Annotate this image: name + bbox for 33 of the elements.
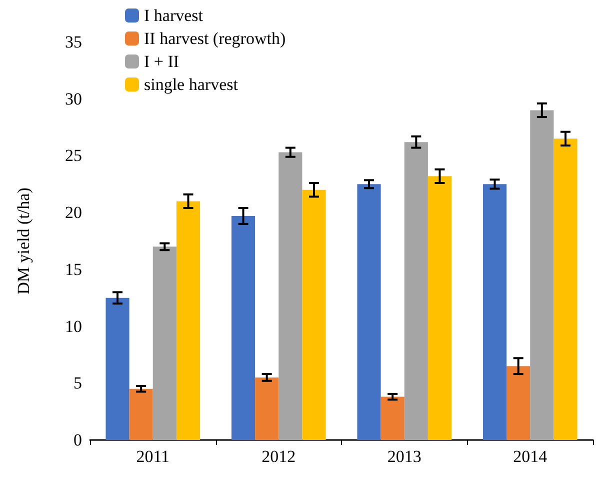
bar: [106, 298, 130, 440]
bar: [530, 110, 554, 440]
legend-label: II harvest (regrowth): [144, 29, 286, 48]
bar: [404, 142, 428, 440]
y-tick-label: 5: [74, 374, 82, 393]
y-tick-label: 10: [65, 316, 82, 336]
y-tick-label: 30: [65, 89, 82, 108]
bar: [302, 190, 326, 440]
y-tick-label: 0: [74, 430, 82, 450]
x-tick-label: 2011: [136, 447, 170, 466]
bar: [231, 216, 256, 440]
bar: [380, 396, 404, 440]
y-tick-label: 20: [65, 203, 82, 222]
legend-label: single harvest: [144, 75, 238, 94]
bar: [357, 184, 381, 440]
x-tick-label: 2014: [513, 447, 548, 466]
bar: [428, 176, 452, 440]
bar: [255, 377, 279, 440]
bar: [176, 201, 200, 440]
bar: [278, 152, 302, 440]
y-tick-label: 35: [65, 32, 82, 52]
y-tick-label: 15: [65, 260, 82, 279]
bar: [152, 246, 176, 440]
bar: [554, 138, 578, 440]
y-tick-label: 25: [65, 146, 82, 166]
bar: [506, 366, 530, 440]
y-axis-title: DM yield (t/ha): [14, 188, 33, 294]
legend-label: I harvest: [144, 6, 204, 25]
x-tick-label: 2013: [387, 447, 422, 466]
bar: [482, 184, 507, 440]
x-tick-label: 2012: [262, 447, 296, 466]
bar: [129, 388, 153, 440]
legend-label: I + II: [144, 52, 180, 71]
